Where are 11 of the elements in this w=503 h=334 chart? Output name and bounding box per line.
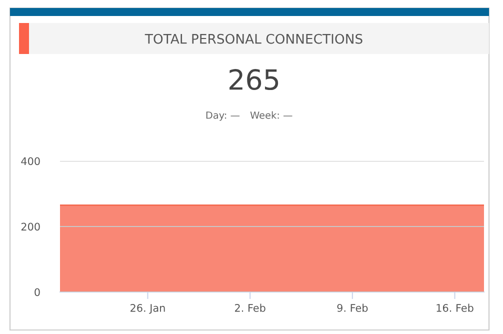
y-tick-label: 400 [21, 157, 40, 166]
text: Day: — [206, 112, 240, 121]
y-tick-label: 200 [21, 222, 40, 231]
chart-title: TOTAL PERSONAL CONNECTIONS [144, 34, 362, 44]
x-tick-label: 2. Feb [234, 304, 266, 312]
x-tick-label: 26. Jan [130, 304, 165, 314]
x-tick-label: 16. Feb [436, 304, 474, 312]
text: 265 [230, 69, 278, 90]
x-tick-label: 9. Feb [337, 304, 368, 312]
text: Week: — [250, 111, 292, 119]
y-tick-label: 0 [34, 288, 40, 296]
